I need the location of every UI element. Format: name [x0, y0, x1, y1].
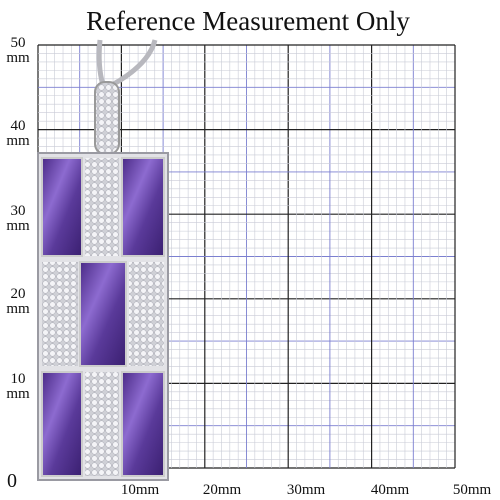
- y-label-unit: mm: [6, 386, 30, 402]
- title: Reference Measurement Only: [86, 6, 410, 36]
- y-label-number: 40: [11, 118, 26, 134]
- x-axis-labels: 10mm 20mm 30mm 40mm 50mm: [121, 482, 492, 498]
- y-label-unit: mm: [6, 133, 30, 149]
- y-label-number: 30: [11, 203, 26, 219]
- y-label-unit: mm: [6, 301, 30, 317]
- x-label: 20mm: [203, 482, 242, 498]
- y-label-number: 20: [11, 286, 26, 302]
- y-label-number: 10: [11, 371, 26, 387]
- origin-label: 0: [7, 470, 17, 492]
- x-label: 30mm: [287, 482, 326, 498]
- x-label: 40mm: [371, 482, 410, 498]
- y-label-number: 50: [11, 35, 26, 51]
- x-label: 50mm: [453, 482, 492, 498]
- y-label-unit: mm: [6, 50, 30, 66]
- y-label-unit: mm: [6, 218, 30, 234]
- x-label: 10mm: [121, 482, 160, 498]
- pendant: [37, 39, 169, 481]
- y-axis-labels: 50 mm 40 mm 30 mm 20 mm 10 mm 0: [6, 35, 30, 492]
